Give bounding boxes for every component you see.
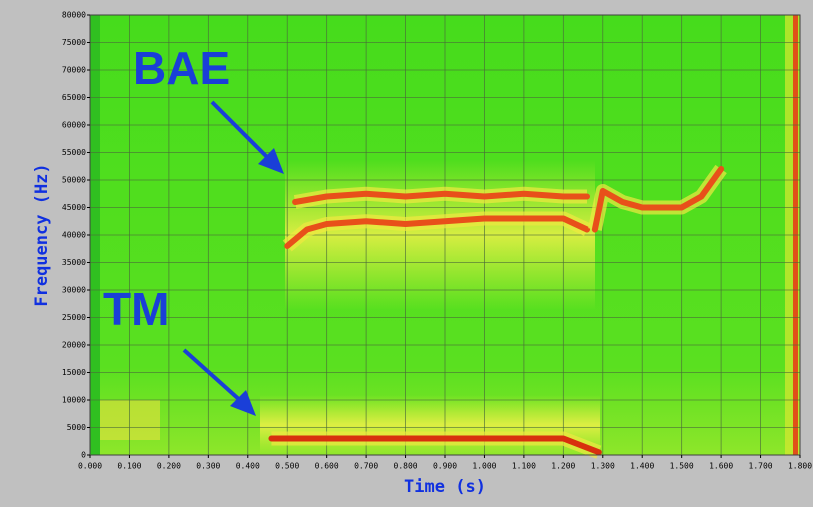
y-tick-label: 55000: [62, 148, 86, 157]
annotation: BAE: [133, 42, 230, 94]
x-axis-label: Time (s): [404, 477, 486, 497]
x-tick-label: 0.200: [157, 462, 181, 471]
y-tick-label: 80000: [62, 11, 86, 20]
x-tick-label: 1.700: [749, 462, 773, 471]
x-tick-label: 0.600: [315, 462, 339, 471]
x-tick-label: 0.700: [354, 462, 378, 471]
x-tick-label: 0.000: [78, 462, 102, 471]
x-tick-label: 0.400: [236, 462, 260, 471]
x-tick-label: 1.800: [788, 462, 812, 471]
y-tick-label: 20000: [62, 341, 86, 350]
y-tick-label: 40000: [62, 231, 86, 240]
y-tick-label: 45000: [62, 203, 86, 212]
y-tick-label: 70000: [62, 66, 86, 75]
y-tick-label: 5000: [67, 423, 86, 432]
x-tick-label: 1.200: [551, 462, 575, 471]
y-tick-label: 15000: [62, 368, 86, 377]
x-tick-label: 0.500: [275, 462, 299, 471]
y-tick-label: 25000: [62, 313, 86, 322]
x-tick-label: 1.600: [709, 462, 733, 471]
y-tick-label: 30000: [62, 286, 86, 295]
chart: Time (s) Frequency (Hz) BAE TM 0.000 0.10…: [0, 0, 813, 503]
y-axis-label: Frequency (Hz): [32, 163, 52, 306]
x-tick-label: 0.800: [394, 462, 418, 471]
y-tick-label: 75000: [62, 38, 86, 47]
y-tick-label: 0: [81, 451, 86, 460]
y-tick-label: 60000: [62, 121, 86, 130]
x-tick-label: 0.900: [433, 462, 457, 471]
x-tick-label: 1.400: [630, 462, 654, 471]
x-tick-label: 0.100: [117, 462, 141, 471]
x-tick-label: 1.300: [591, 462, 615, 471]
y-tick-label: 10000: [62, 396, 86, 405]
y-tick-label: 65000: [62, 93, 86, 102]
x-tick-label: 1.500: [670, 462, 694, 471]
x-tick-label: 0.300: [196, 462, 220, 471]
energy-region: [100, 400, 160, 440]
annotation: TM: [103, 283, 169, 335]
x-tick-label: 1.100: [512, 462, 536, 471]
y-tick-label: 50000: [62, 176, 86, 185]
energy-region: [260, 395, 600, 455]
x-tick-label: 1.000: [472, 462, 496, 471]
y-tick-label: 35000: [62, 258, 86, 267]
